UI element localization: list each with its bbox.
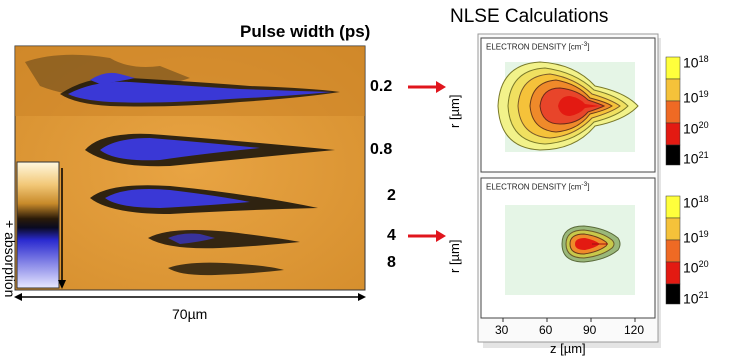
x-tick-label: 30 [495,323,509,337]
y-axis-label-2: r [µm] [447,239,462,273]
arrow-0.2ps [408,81,446,93]
scale-bar-label: 70µm [172,306,208,322]
y-axis-label-1: r [µm] [447,94,462,128]
colorbar2-tick: 1018 [683,194,709,211]
density-colorbar-2 [665,195,681,305]
colorbar1-tick: 1020 [683,120,709,137]
pulse-width-label: 0.2 [370,78,393,95]
x-axis-label: z [µm] [550,341,586,356]
scale-bar [14,293,366,301]
colorbar1-tick: 1019 [683,89,709,106]
colorbar2-tick: 1021 [683,290,709,307]
plot2-label: ELECTRON DENSITY [cm-3] [486,181,590,192]
pulse-width-title: Pulse width (ps) [240,22,371,41]
x-axis [502,318,636,322]
arrow-4ps [408,230,446,242]
colorbar1-tick: 1021 [683,150,709,167]
x-tick-label: 120 [624,323,645,337]
colorbar2-tick: 1020 [683,259,709,276]
absorption-image [14,45,366,291]
pulse-width-label: 8 [387,254,396,271]
density-colorbar-1 [665,56,681,166]
pulse-width-label: 2 [387,187,396,204]
nlse-title: NLSE Calculations [450,6,609,27]
streak-8ps [168,262,284,276]
density-plot-1 [480,37,656,173]
x-tick-label: 60 [539,323,553,337]
absorption-label: + absorption [2,220,18,298]
x-tick-label: 90 [583,323,597,337]
colorbar1-tick: 1018 [683,54,709,71]
colorbar2-tick: 1019 [683,229,709,246]
density-plot-2 [480,177,656,319]
pulse-width-label: 0.8 [370,141,393,158]
plot1-label: ELECTRON DENSITY [cm-3] [486,41,590,52]
absorption-colorbar [16,161,66,289]
pulse-width-label: 4 [387,227,396,244]
